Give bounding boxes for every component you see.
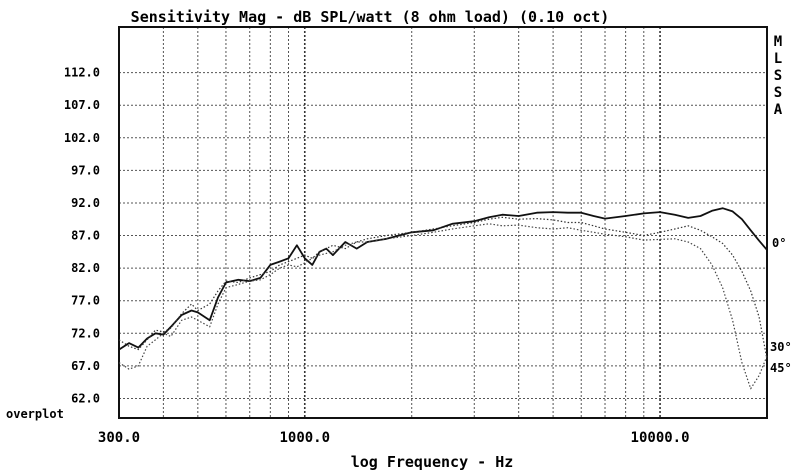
right-letter: A: [774, 102, 783, 118]
x-tick-labels: 300.0 1000.0 10000.0: [98, 430, 690, 446]
x-tick-label: 300.0: [98, 430, 140, 446]
y-tick-label: 72.0: [71, 326, 100, 340]
angle-label: 0°: [772, 236, 786, 250]
right-letter: S: [774, 68, 782, 84]
series-line-45deg: [118, 223, 768, 390]
y-tick-label: 62.0: [71, 391, 100, 405]
angle-labels: 0° 30° 45°: [770, 236, 792, 375]
y-tick-label: 87.0: [71, 229, 100, 243]
series-lines: [118, 207, 768, 390]
y-tick-label: 112.0: [64, 66, 100, 80]
y-tick-label: 82.0: [71, 261, 100, 275]
x-tick-label: 10000.0: [631, 430, 690, 446]
x-tick-label: 1000.0: [279, 430, 330, 446]
x-axis-label: log Frequency - Hz: [351, 453, 514, 471]
plot-frame: [118, 26, 768, 419]
right-letter: S: [774, 85, 782, 101]
y-tick-label: 107.0: [64, 98, 100, 112]
right-letter: L: [774, 51, 782, 67]
overplot-label: overplot: [6, 407, 64, 421]
y-tick-labels: 112.0 107.0 102.0 97.0 92.0 87.0 82.0 77.0 72.0 6…: [64, 66, 100, 406]
series-line-0deg: [118, 207, 768, 351]
angle-label: 45°: [770, 361, 792, 375]
right-letter: M: [774, 34, 782, 50]
y-tick-label: 92.0: [71, 196, 100, 210]
y-tick-label: 77.0: [71, 294, 100, 308]
y-tick-label: 102.0: [64, 131, 100, 145]
series-line-30deg: [118, 216, 768, 360]
y-tick-label: 97.0: [71, 163, 100, 177]
grid-lines: [118, 27, 768, 418]
chart-title: Sensitivity Mag - dB SPL/watt (8 ohm loa…: [131, 8, 610, 26]
angle-label: 30°: [770, 340, 792, 354]
y-tick-label: 67.0: [71, 359, 100, 373]
